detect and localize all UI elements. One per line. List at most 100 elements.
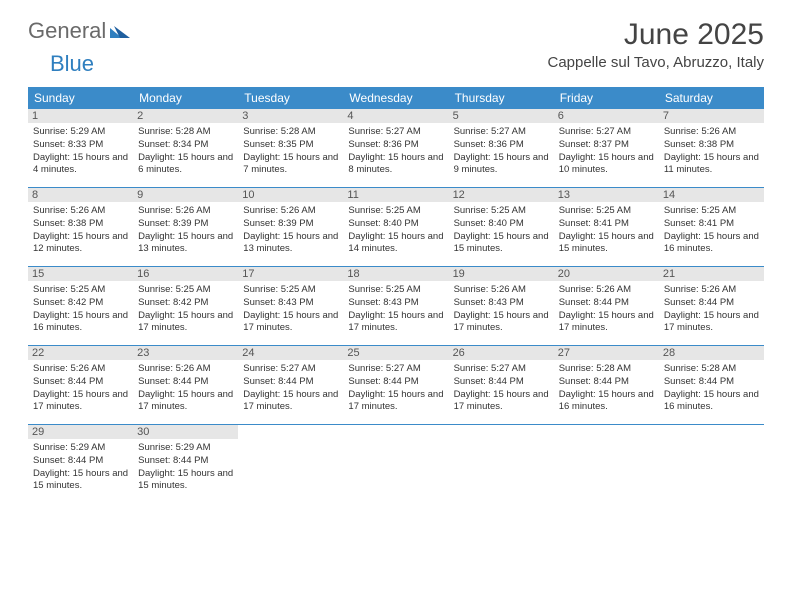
sunrise-text: Sunrise: 5:28 AM: [138, 126, 233, 139]
sunset-text: Sunset: 8:44 PM: [559, 297, 654, 310]
daylight-text: Daylight: 15 hours and 12 minutes.: [33, 231, 128, 257]
day-info: Sunrise: 5:28 AMSunset: 8:44 PMDaylight:…: [559, 363, 654, 414]
sunset-text: Sunset: 8:43 PM: [454, 297, 549, 310]
day-cell: 3Sunrise: 5:28 AMSunset: 8:35 PMDaylight…: [238, 109, 343, 187]
day-number: 30: [133, 425, 238, 439]
day-number: 21: [659, 267, 764, 281]
day-cell: 27Sunrise: 5:28 AMSunset: 8:44 PMDayligh…: [554, 346, 659, 424]
day-number: 11: [343, 188, 448, 202]
daylight-text: Daylight: 15 hours and 16 minutes.: [664, 231, 759, 257]
day-number: 2: [133, 109, 238, 123]
daylight-text: Daylight: 15 hours and 17 minutes.: [243, 310, 338, 336]
day-number: 19: [449, 267, 554, 281]
day-info: Sunrise: 5:26 AMSunset: 8:44 PMDaylight:…: [33, 363, 128, 414]
sunrise-text: Sunrise: 5:26 AM: [664, 126, 759, 139]
day-cell: 8 Sunrise: 5:26 AMSunset: 8:38 PMDaylight…: [28, 188, 133, 266]
day-number: 8: [28, 188, 133, 202]
day-cell: 30 Sunrise: 5:29 AMSunset: 8:44 PMDayligh…: [133, 425, 238, 503]
daylight-text: Daylight: 15 hours and 17 minutes.: [454, 310, 549, 336]
day-info: Sunrise: 5:28 AMSunset: 8:35 PMDaylight:…: [243, 126, 338, 177]
sunset-text: Sunset: 8:44 PM: [454, 376, 549, 389]
daylight-text: Daylight: 15 hours and 7 minutes.: [243, 152, 338, 178]
location: Cappelle sul Tavo, Abruzzo, Italy: [547, 54, 764, 71]
sunset-text: Sunset: 8:33 PM: [33, 139, 128, 152]
sunrise-text: Sunrise: 5:27 AM: [243, 363, 338, 376]
day-header: Tuesday: [238, 87, 343, 109]
day-info: Sunrise: 5:28 AMSunset: 8:34 PMDaylight:…: [138, 126, 233, 177]
daylight-text: Daylight: 15 hours and 15 minutes.: [559, 231, 654, 257]
week-row: 1Sunrise: 5:29 AMSunset: 8:33 PMDaylight…: [28, 109, 764, 188]
day-number: 24: [238, 346, 343, 360]
day-cell: 29Sunrise: 5:29 AMSunset: 8:44 PMDayligh…: [28, 425, 133, 503]
sunrise-text: Sunrise: 5:25 AM: [138, 284, 233, 297]
day-info: Sunrise: 5:26 AMSunset: 8:38 PMDaylight:…: [33, 205, 128, 256]
daylight-text: Daylight: 15 hours and 16 minutes.: [559, 389, 654, 415]
day-number: 10: [238, 188, 343, 202]
day-number: 16: [133, 267, 238, 281]
sunset-text: Sunset: 8:37 PM: [559, 139, 654, 152]
daylight-text: Daylight: 15 hours and 15 minutes.: [454, 231, 549, 257]
day-cell: 22 Sunrise: 5:26 AMSunset: 8:44 PMDayligh…: [28, 346, 133, 424]
sunrise-text: Sunrise: 5:25 AM: [454, 205, 549, 218]
sunset-text: Sunset: 8:41 PM: [559, 218, 654, 231]
title-block: June 2025 Cappelle sul Tavo, Abruzzo, It…: [547, 18, 764, 71]
day-cell: 24 Sunrise: 5:27 AMSunset: 8:44 PMDayligh…: [238, 346, 343, 424]
week-row: 29Sunrise: 5:29 AMSunset: 8:44 PMDayligh…: [28, 425, 764, 503]
daylight-text: Daylight: 15 hours and 17 minutes.: [664, 310, 759, 336]
day-header: Thursday: [449, 87, 554, 109]
day-number: 22: [28, 346, 133, 360]
logo-text-general: General: [28, 18, 106, 44]
sunset-text: Sunset: 8:44 PM: [33, 455, 128, 468]
week-row: 22 Sunrise: 5:26 AMSunset: 8:44 PMDayligh…: [28, 346, 764, 425]
sunset-text: Sunset: 8:44 PM: [243, 376, 338, 389]
day-cell: [343, 425, 448, 503]
sunrise-text: Sunrise: 5:29 AM: [138, 442, 233, 455]
sunrise-text: Sunrise: 5:27 AM: [348, 126, 443, 139]
day-number: 20: [554, 267, 659, 281]
day-number: 9: [133, 188, 238, 202]
daylight-text: Daylight: 15 hours and 4 minutes.: [33, 152, 128, 178]
weeks-container: 1Sunrise: 5:29 AMSunset: 8:33 PMDaylight…: [28, 109, 764, 503]
day-info: Sunrise: 5:27 AMSunset: 8:37 PMDaylight:…: [559, 126, 654, 177]
sunrise-text: Sunrise: 5:25 AM: [33, 284, 128, 297]
sunrise-text: Sunrise: 5:26 AM: [559, 284, 654, 297]
sunset-text: Sunset: 8:34 PM: [138, 139, 233, 152]
sunset-text: Sunset: 8:44 PM: [138, 455, 233, 468]
day-cell: 19 Sunrise: 5:26 AMSunset: 8:43 PMDayligh…: [449, 267, 554, 345]
daylight-text: Daylight: 15 hours and 10 minutes.: [559, 152, 654, 178]
daylight-text: Daylight: 15 hours and 17 minutes.: [243, 389, 338, 415]
day-number: 1: [28, 109, 133, 123]
sunset-text: Sunset: 8:41 PM: [664, 218, 759, 231]
day-cell: [238, 425, 343, 503]
sunrise-text: Sunrise: 5:28 AM: [559, 363, 654, 376]
day-cell: 2 Sunrise: 5:28 AMSunset: 8:34 PMDaylight…: [133, 109, 238, 187]
sunrise-text: Sunrise: 5:29 AM: [33, 126, 128, 139]
day-info: Sunrise: 5:28 AMSunset: 8:44 PMDaylight:…: [664, 363, 759, 414]
day-info: Sunrise: 5:26 AMSunset: 8:43 PMDaylight:…: [454, 284, 549, 335]
daylight-text: Daylight: 15 hours and 17 minutes.: [559, 310, 654, 336]
day-cell: 18Sunrise: 5:25 AMSunset: 8:43 PMDayligh…: [343, 267, 448, 345]
sunset-text: Sunset: 8:40 PM: [348, 218, 443, 231]
day-info: Sunrise: 5:25 AMSunset: 8:42 PMDaylight:…: [138, 284, 233, 335]
day-number: 25: [343, 346, 448, 360]
day-cell: 12Sunrise: 5:25 AMSunset: 8:40 PMDayligh…: [449, 188, 554, 266]
daylight-text: Daylight: 15 hours and 8 minutes.: [348, 152, 443, 178]
sunrise-text: Sunrise: 5:25 AM: [348, 284, 443, 297]
daylight-text: Daylight: 15 hours and 17 minutes.: [33, 389, 128, 415]
day-info: Sunrise: 5:29 AMSunset: 8:44 PMDaylight:…: [33, 442, 128, 493]
daylight-text: Daylight: 15 hours and 17 minutes.: [454, 389, 549, 415]
sunrise-text: Sunrise: 5:25 AM: [348, 205, 443, 218]
sunrise-text: Sunrise: 5:25 AM: [243, 284, 338, 297]
sunset-text: Sunset: 8:43 PM: [243, 297, 338, 310]
daylight-text: Daylight: 15 hours and 17 minutes.: [138, 310, 233, 336]
day-info: Sunrise: 5:29 AMSunset: 8:44 PMDaylight:…: [138, 442, 233, 493]
day-cell: 11 Sunrise: 5:25 AMSunset: 8:40 PMDayligh…: [343, 188, 448, 266]
month-title: June 2025: [547, 18, 764, 52]
week-row: 15Sunrise: 5:25 AMSunset: 8:42 PMDayligh…: [28, 267, 764, 346]
daylight-text: Daylight: 15 hours and 14 minutes.: [348, 231, 443, 257]
sunrise-text: Sunrise: 5:27 AM: [559, 126, 654, 139]
sunset-text: Sunset: 8:42 PM: [33, 297, 128, 310]
daylight-text: Daylight: 15 hours and 17 minutes.: [138, 389, 233, 415]
sunrise-text: Sunrise: 5:27 AM: [454, 126, 549, 139]
day-info: Sunrise: 5:26 AMSunset: 8:44 PMDaylight:…: [664, 284, 759, 335]
